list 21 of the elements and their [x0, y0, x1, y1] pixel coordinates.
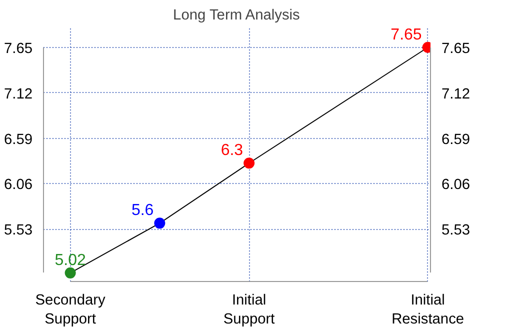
point — [154, 218, 166, 229]
y2-tick-label: 6.06 — [442, 177, 470, 194]
point — [244, 158, 255, 169]
data-label: 6.3 — [220, 142, 244, 160]
x-tick-label: Initial Resistance — [392, 292, 464, 328]
y2-tick-label: 7.12 — [442, 86, 470, 102]
y-tick-label: 5.53 — [4, 222, 33, 239]
x-tick-label: Initial Support — [223, 292, 275, 328]
y-tick-label: 6.59 — [4, 132, 33, 148]
y-tick-label: 6.06 — [4, 177, 33, 194]
data-label: 5.02 — [54, 252, 86, 269]
y2-tick-label: 5.53 — [442, 222, 470, 239]
x-tick-label: Secondary Support — [35, 292, 106, 328]
y2-tick-label: 7.65 — [442, 40, 470, 57]
y2-tick-label: 6.59 — [442, 132, 470, 148]
y-tick-label: 7.65 — [4, 40, 33, 57]
y-tick-label: 7.12 — [4, 86, 33, 102]
point — [64, 267, 76, 278]
chart-title: Long Term Analysis — [173, 8, 300, 24]
data-label: 5.6 — [131, 202, 154, 220]
data-label: 7.65 — [390, 26, 422, 44]
